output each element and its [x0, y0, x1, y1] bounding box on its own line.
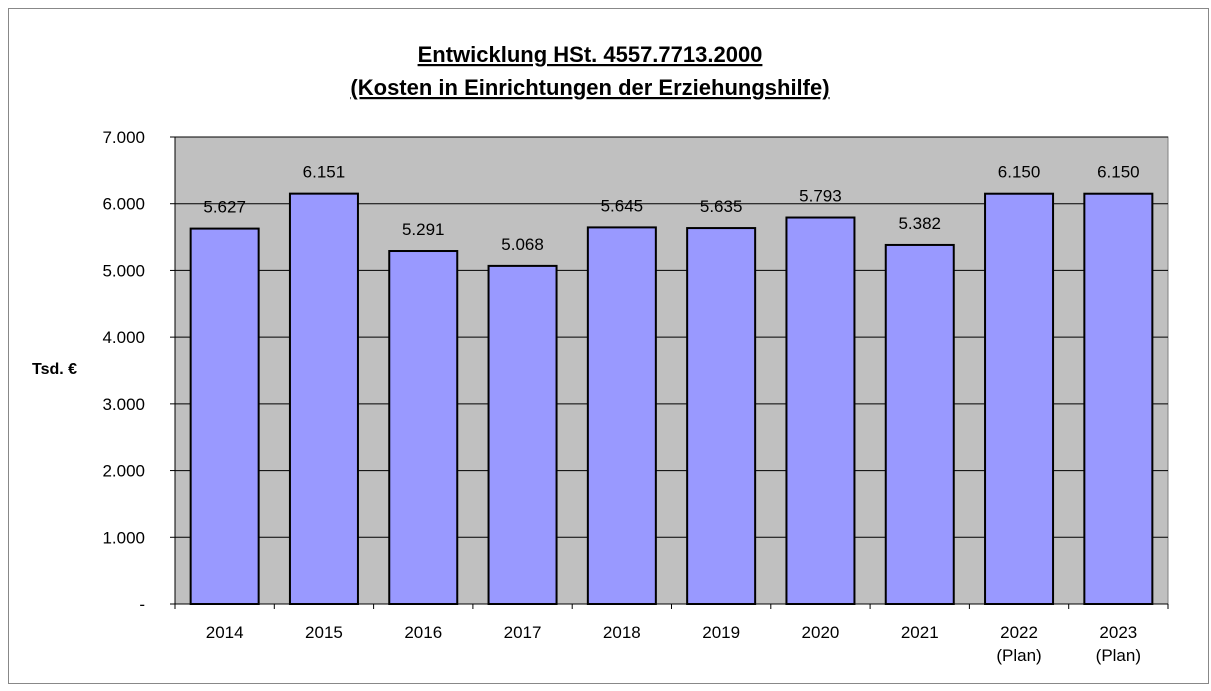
x-tick-label: 2018 — [603, 623, 641, 642]
bar — [288, 192, 359, 605]
y-axis-label: Tsd. € — [32, 361, 77, 378]
data-label: 6.150 — [998, 163, 1041, 182]
data-label: 6.150 — [1097, 163, 1140, 182]
x-tick-label: 2020 — [802, 623, 840, 642]
data-label: 6.151 — [303, 163, 346, 182]
bar — [984, 192, 1055, 605]
data-labels: 5.627 6.151 5.291 5.068 5.645 5.635 5.793 5.382… — [203, 163, 1139, 254]
x-tick-label: 2023 — [1099, 623, 1137, 642]
data-label: 5.068 — [501, 235, 544, 254]
bar — [686, 227, 757, 605]
chart-subtitle: (Kosten in Einrichtungen der Erziehungsh… — [350, 75, 829, 100]
x-tick-label: (Plan) — [1096, 646, 1141, 665]
y-tick-label: 7.000 — [102, 128, 145, 147]
y-tick-label: 6.000 — [102, 195, 145, 214]
chart-title: Entwicklung HSt. 4557.7713.2000 — [418, 42, 763, 67]
bar — [388, 250, 459, 605]
bar — [1083, 192, 1154, 605]
x-tick-label: (Plan) — [996, 646, 1041, 665]
x-tick-label: 2016 — [404, 623, 442, 642]
data-label: 5.627 — [203, 198, 246, 217]
data-label: 5.645 — [601, 196, 644, 215]
data-label: 5.291 — [402, 220, 445, 239]
x-tick-label: 2017 — [504, 623, 542, 642]
y-tick-label: 5.000 — [102, 261, 145, 280]
y-tick-label: 4.000 — [102, 328, 145, 347]
chart-border — [8, 8, 1209, 684]
bars — [189, 192, 1154, 605]
data-label: 5.382 — [898, 214, 941, 233]
x-tick-label: 2019 — [702, 623, 740, 642]
x-tick-label: 2015 — [305, 623, 343, 642]
data-label: 5.793 — [799, 187, 842, 206]
y-tick-label: 1.000 — [102, 528, 145, 547]
y-tick-label: - — [139, 595, 145, 614]
y-tick-label: 3.000 — [102, 395, 145, 414]
bar — [586, 226, 657, 605]
axes: - 1.000 2.000 3.000 4.000 5.000 6.000 7.000 2014… — [102, 128, 1169, 665]
bar — [189, 227, 260, 605]
x-tick-label: 2014 — [206, 623, 244, 642]
data-label: 5.635 — [700, 197, 743, 216]
x-tick-label: 2022 — [1000, 623, 1038, 642]
bar — [487, 264, 558, 605]
y-tick-label: 2.000 — [102, 462, 145, 481]
bar — [785, 216, 856, 605]
x-tick-label: 2021 — [901, 623, 939, 642]
